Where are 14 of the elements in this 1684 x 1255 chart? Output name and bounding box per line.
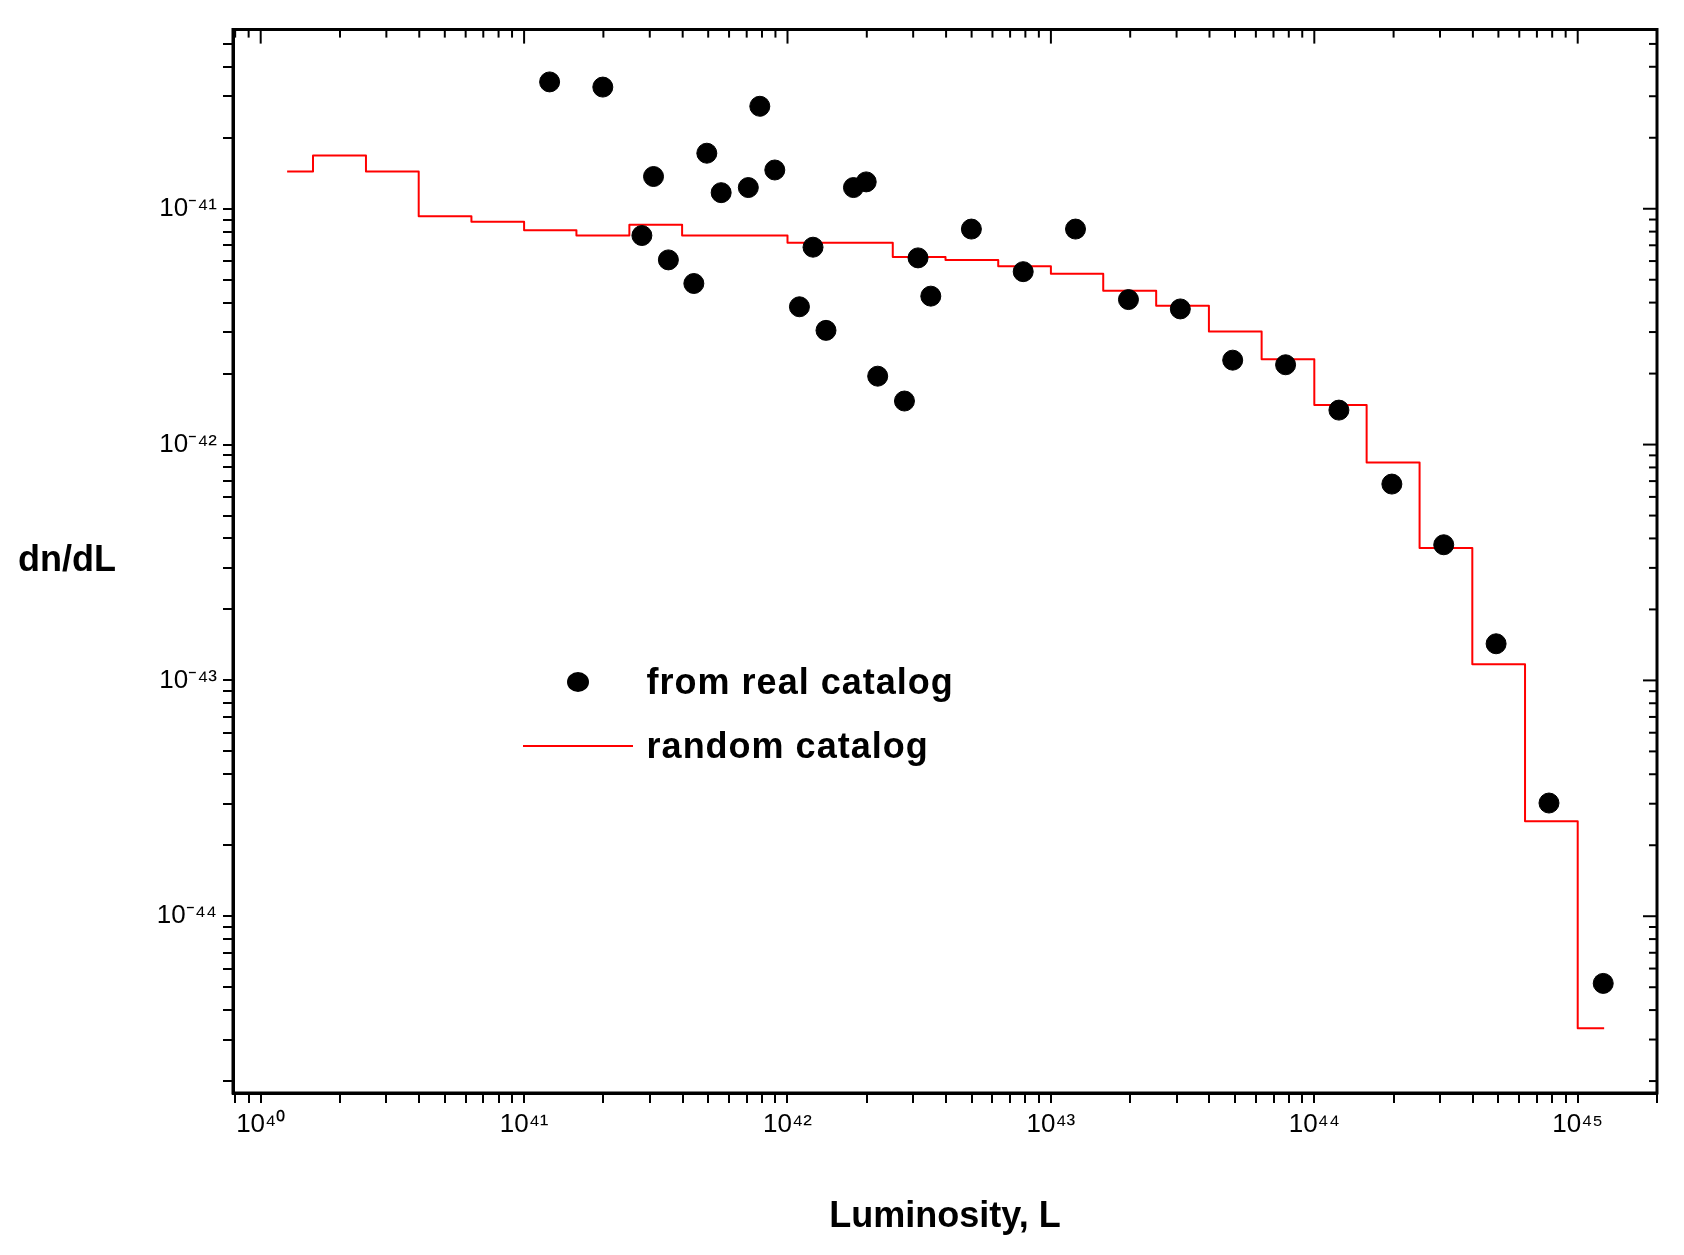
y-axis-title: dn/dL [18, 538, 116, 580]
x-tick-label: 10⁴³ [1026, 1107, 1076, 1138]
legend-label: random catalog [646, 725, 929, 768]
x-tick-label: 10⁴² [763, 1107, 813, 1138]
y-tick-label: 10⁻⁴¹ [159, 191, 218, 222]
x-tick-label: 10⁴¹ [499, 1107, 549, 1138]
x-axis-title: Luminosity, L [829, 1194, 1061, 1236]
y-tick-label: 10⁻⁴⁴ [156, 899, 217, 930]
y-tick-label: 10⁻⁴² [159, 427, 218, 458]
x-tick-label: 10⁴⁵ [1552, 1107, 1604, 1138]
legend-label: from real catalog [646, 661, 954, 704]
y-tick-label: 10⁻⁴³ [159, 663, 218, 694]
x-tick-label: 10⁴⁴ [1288, 1107, 1340, 1138]
x-tick-label: 10⁴⁰ [236, 1107, 286, 1138]
